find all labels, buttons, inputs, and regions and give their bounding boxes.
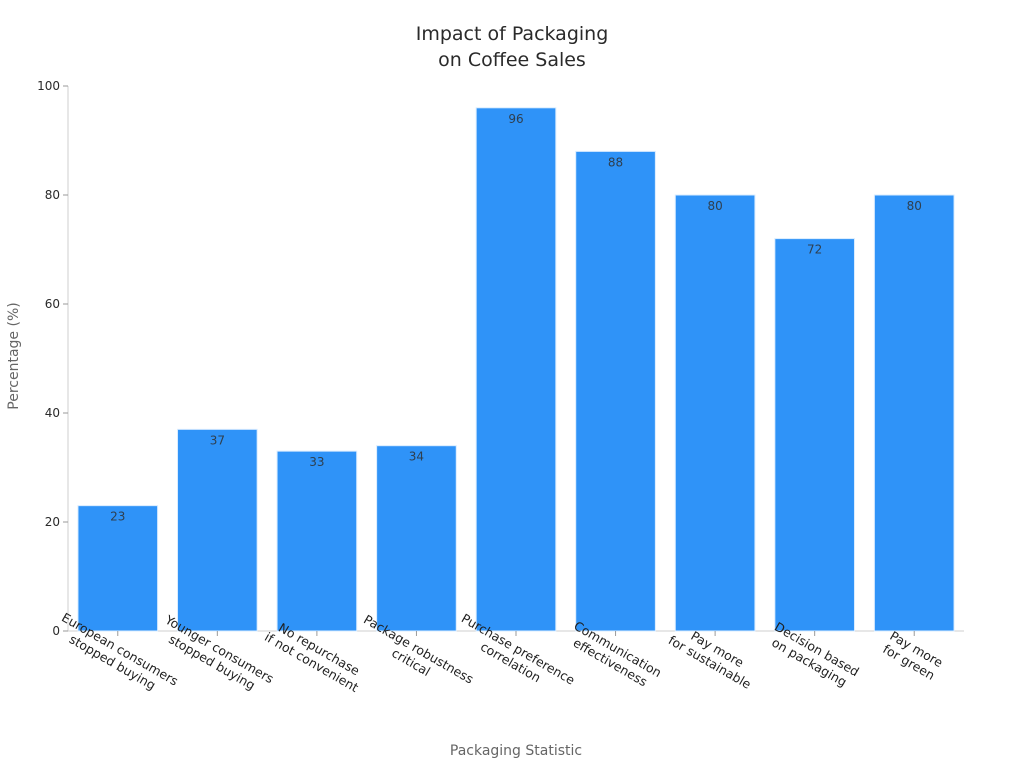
- y-tick-label: 20: [45, 515, 60, 529]
- bar: [674, 194, 756, 632]
- bar-value-label: 96: [508, 112, 523, 126]
- data-labels-group: 23 37 33 34 96 88 80 72 80: [110, 112, 922, 524]
- bars-group: [77, 107, 955, 632]
- chart-title-line-1: Impact of Packaging: [416, 23, 609, 45]
- bar-value-label: 80: [907, 199, 922, 213]
- bar: [873, 194, 955, 632]
- y-tick-label: 100: [37, 79, 60, 93]
- y-axis-label: Percentage (%): [6, 302, 22, 409]
- x-axis-label: Packaging Statistic: [450, 743, 582, 759]
- bar-value-label: 33: [309, 455, 324, 469]
- bar-value-label: 34: [409, 450, 424, 464]
- bar: [276, 450, 358, 632]
- bar: [774, 238, 855, 632]
- x-tick-label: Pay morefor green: [880, 628, 946, 683]
- bar: [575, 150, 656, 632]
- bar-value-label: 72: [807, 243, 822, 257]
- y-axis: 0 20 40 60 80 100: [37, 79, 69, 638]
- bar-value-label: 88: [608, 155, 623, 169]
- chart-title-line-2: on Coffee Sales: [438, 49, 586, 71]
- bar: [376, 445, 457, 632]
- bar-value-label: 80: [707, 199, 722, 213]
- y-tick-label: 60: [45, 297, 60, 311]
- bar-value-label: 37: [210, 433, 225, 447]
- bar: [475, 107, 557, 632]
- y-tick-label: 0: [52, 624, 60, 638]
- bar: [77, 505, 159, 632]
- bar-value-label: 23: [110, 510, 125, 524]
- bar: [177, 428, 258, 632]
- y-tick-label: 80: [45, 188, 60, 202]
- y-tick-label: 40: [45, 406, 60, 420]
